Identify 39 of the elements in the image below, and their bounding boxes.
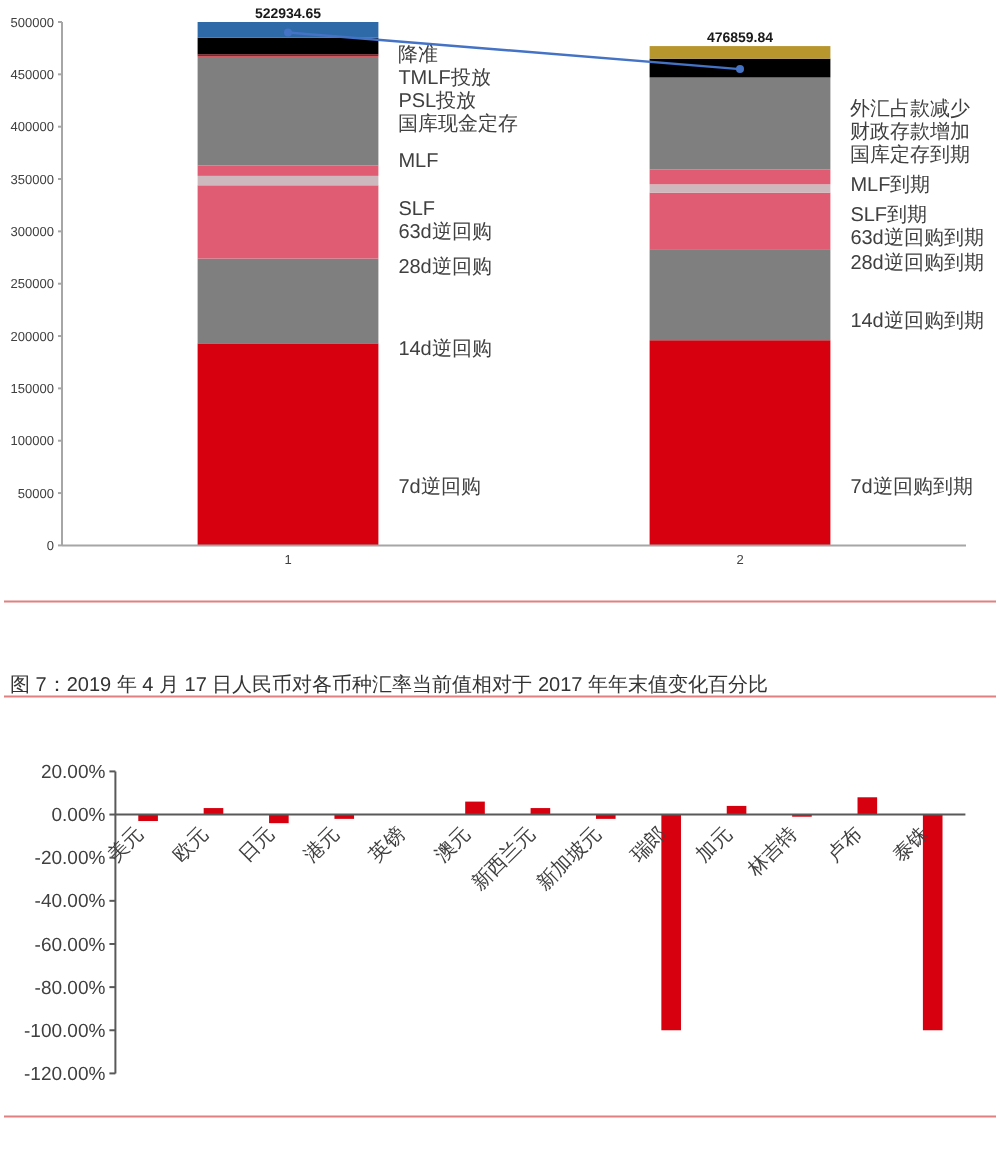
annotation: 63d逆回购到期 [850,226,984,250]
annotation: 7d逆回购到期 [850,475,973,499]
x-tick-label: 澳元 [430,821,476,867]
annotation: 14d逆回购到期 [850,309,984,333]
annotation: 28d逆回购 [398,255,492,279]
annotation: 国库现金定存 [398,112,519,136]
annotation: 28d逆回购到期 [850,251,984,275]
annotation: MLF [398,151,439,173]
y-tick-label: -40.00% [34,891,107,914]
annotation: 降准 [398,43,439,67]
annotation: MLF到期 [850,173,931,197]
y-tick-label: 0.00% [51,805,107,828]
annotation: TMLF投放 [398,66,491,90]
annotation: 14d逆回购 [398,337,492,361]
y-tick-label: -120.00% [24,1064,107,1087]
x-tick-label: 卢布 [822,821,868,867]
x-tick-label: 英镑 [364,821,410,867]
annotation: 财政存款增加 [850,120,971,144]
y-tick-label: -100.00% [24,1020,107,1043]
x-tick-label: 港元 [299,821,345,867]
x-tick-label: 日元 [235,823,280,867]
x-tick-label: 美元 [103,821,149,867]
annotation: 外汇占款减少 [850,97,971,121]
chart-title: 图 7：2019 年 4 月 17 日人民币对各币种汇率当前值相对于 2017 年年末值变化百分比 [10,673,768,697]
annotation: PSL投放 [398,89,477,113]
annotation: SLF [398,199,436,221]
annotation: 63d逆回购 [398,220,492,244]
annotation: 7d逆回购 [398,475,481,499]
x-tick-label: 林吉特 [741,821,803,883]
y-tick-label: -80.00% [34,977,107,1000]
x-tick-label: 欧元 [169,823,214,867]
annotation: SLF到期 [850,203,928,227]
x-tick-label: 加元 [691,821,737,867]
x-tick-label: 泰铢 [887,821,934,867]
y-tick-label: -20.00% [34,848,107,871]
annotation: 国库定存到期 [850,143,971,167]
x-tick-label: 瑞郎 [626,821,672,867]
y-tick-label: -60.00% [34,934,107,957]
y-tick-label: 20.00% [40,762,107,785]
